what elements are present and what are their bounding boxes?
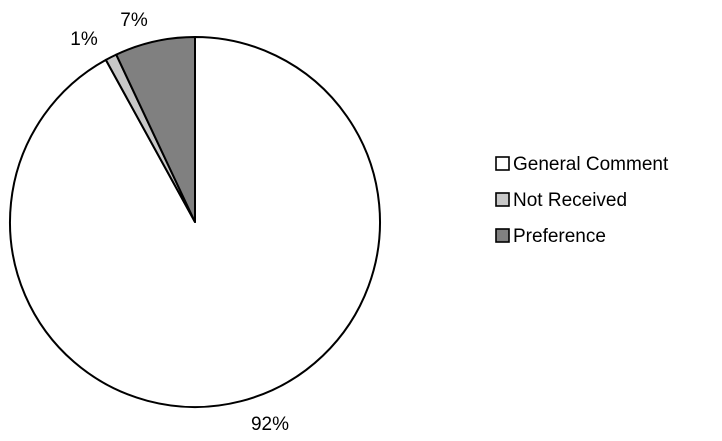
data-label-general-comment: 92% [251, 414, 289, 435]
legend-swatch-not-received [495, 192, 510, 207]
legend-label-general-comment: General Comment [513, 154, 669, 175]
pie-data-labels: 92% 1% 7% [70, 10, 289, 435]
legend-swatch-general-comment [495, 156, 510, 171]
data-label-preference: 7% [120, 10, 148, 31]
legend-items: General Comment Not Received Preference [495, 154, 669, 247]
data-label-not-received: 1% [70, 29, 98, 50]
legend-label-preference: Preference [513, 226, 606, 247]
legend-swatch-preference [495, 228, 510, 243]
chart-legend: General Comment Not Received Preference [481, 145, 721, 255]
pie-slice-preference [115, 36, 196, 223]
pie-slices [9, 36, 381, 408]
legend-frame [481, 145, 721, 255]
legend-label-not-received: Not Received [513, 190, 627, 211]
